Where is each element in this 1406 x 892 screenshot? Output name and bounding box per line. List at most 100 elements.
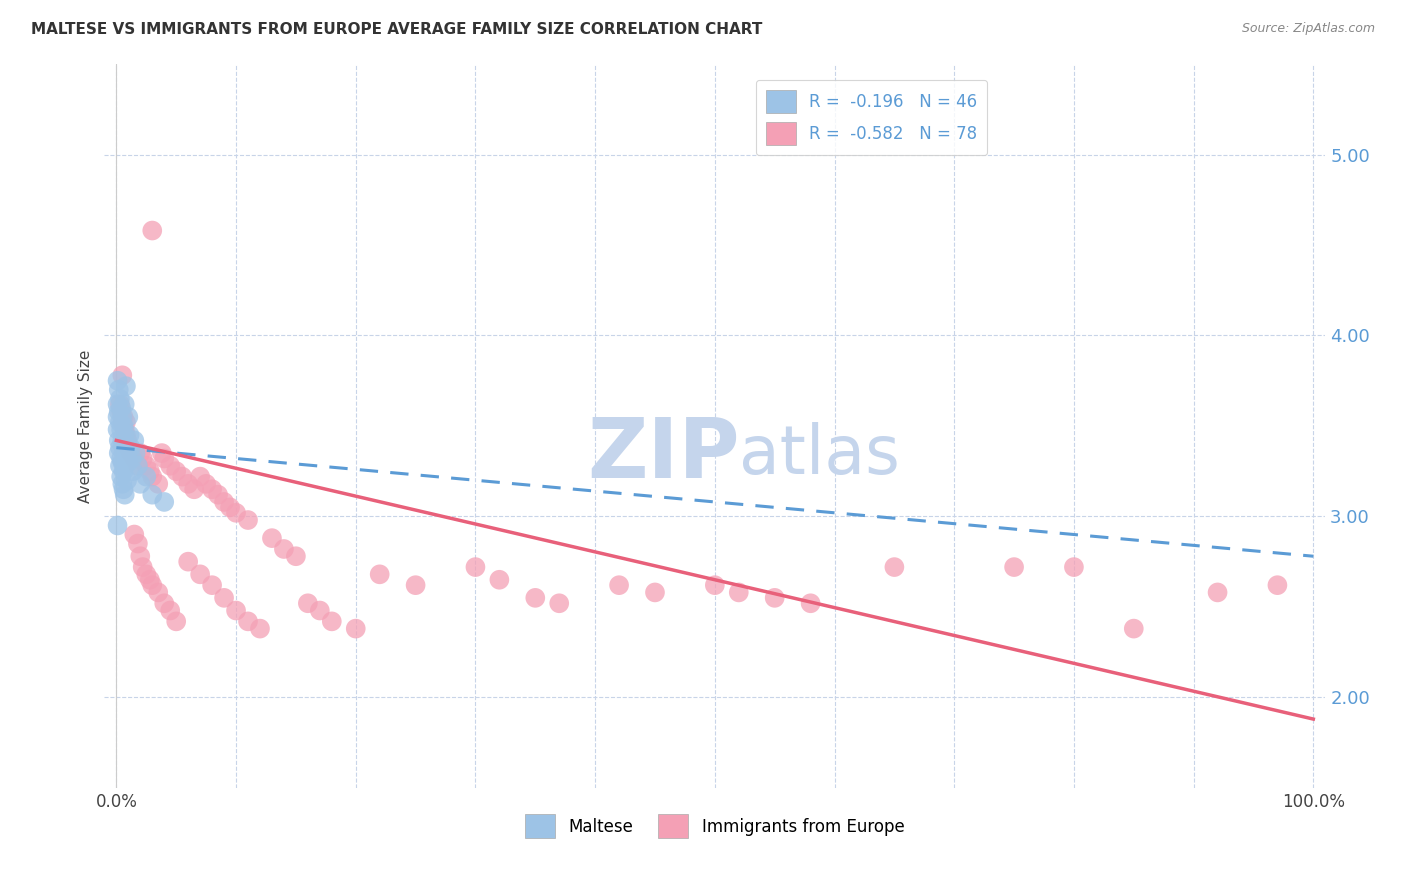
Point	[108, 458, 131, 473]
Point	[114, 423, 136, 437]
Point	[111, 455, 134, 469]
Point	[107, 397, 129, 411]
Point	[117, 455, 139, 469]
Point	[107, 404, 129, 418]
Point	[1063, 560, 1085, 574]
Point	[800, 596, 823, 610]
Point	[177, 555, 200, 569]
Point	[107, 423, 129, 437]
Point	[111, 409, 134, 424]
Point	[703, 578, 725, 592]
Point	[129, 549, 152, 564]
Point	[115, 441, 138, 455]
Point	[249, 622, 271, 636]
Point	[127, 458, 149, 473]
Point	[1267, 578, 1289, 592]
Point	[297, 596, 319, 610]
Point	[112, 464, 135, 478]
Point	[111, 476, 134, 491]
Point	[115, 446, 138, 460]
Point	[219, 500, 242, 515]
Point	[112, 419, 135, 434]
Point	[127, 536, 149, 550]
Point	[201, 578, 224, 592]
Point	[188, 469, 211, 483]
Point	[115, 473, 138, 487]
Point	[153, 451, 176, 466]
Point	[114, 397, 136, 411]
Point	[165, 464, 187, 478]
Point	[1002, 560, 1025, 574]
Point	[201, 483, 224, 497]
Point	[108, 415, 131, 429]
Point	[236, 615, 259, 629]
Point	[153, 596, 176, 610]
Point	[108, 441, 131, 455]
Point	[212, 591, 235, 605]
Point	[114, 458, 136, 473]
Point	[115, 428, 138, 442]
Point	[524, 591, 547, 605]
Point	[107, 518, 129, 533]
Point	[110, 469, 132, 483]
Point	[131, 560, 153, 574]
Point	[114, 428, 136, 442]
Point	[127, 458, 149, 473]
Point	[129, 446, 152, 460]
Point	[117, 409, 139, 424]
Point	[108, 397, 131, 411]
Point	[115, 434, 138, 448]
Point	[124, 527, 146, 541]
Point	[110, 451, 132, 466]
Point	[141, 488, 163, 502]
Point	[1206, 585, 1229, 599]
Point	[344, 622, 367, 636]
Point	[548, 596, 571, 610]
Point	[763, 591, 786, 605]
Point	[110, 423, 132, 437]
Point	[139, 573, 162, 587]
Point	[115, 379, 138, 393]
Point	[107, 434, 129, 448]
Point	[153, 495, 176, 509]
Point	[135, 469, 157, 483]
Y-axis label: Average Family Size: Average Family Size	[79, 350, 93, 502]
Point	[112, 409, 135, 424]
Point	[195, 476, 218, 491]
Point	[124, 434, 146, 448]
Point	[321, 615, 343, 629]
Point	[148, 585, 170, 599]
Point	[124, 451, 146, 466]
Point	[183, 483, 205, 497]
Point	[207, 488, 229, 502]
Point	[115, 415, 138, 429]
Point	[107, 409, 129, 424]
Point	[727, 585, 749, 599]
Point	[131, 451, 153, 466]
Point	[110, 401, 132, 415]
Point	[121, 451, 143, 466]
Point	[188, 567, 211, 582]
Point	[159, 603, 181, 617]
Point	[139, 464, 162, 478]
Point	[111, 415, 134, 429]
Point	[177, 476, 200, 491]
Point	[260, 531, 283, 545]
Point	[107, 374, 129, 388]
Point	[165, 615, 187, 629]
Point	[129, 476, 152, 491]
Text: atlas: atlas	[740, 422, 900, 488]
Point	[135, 458, 157, 473]
Point	[368, 567, 391, 582]
Legend: Maltese, Immigrants from Europe: Maltese, Immigrants from Europe	[519, 808, 911, 845]
Point	[308, 603, 330, 617]
Point	[607, 578, 630, 592]
Point	[150, 446, 173, 460]
Point	[112, 441, 135, 455]
Point	[141, 223, 163, 237]
Point	[148, 476, 170, 491]
Point	[1122, 622, 1144, 636]
Point	[236, 513, 259, 527]
Point	[122, 464, 145, 478]
Point	[111, 434, 134, 448]
